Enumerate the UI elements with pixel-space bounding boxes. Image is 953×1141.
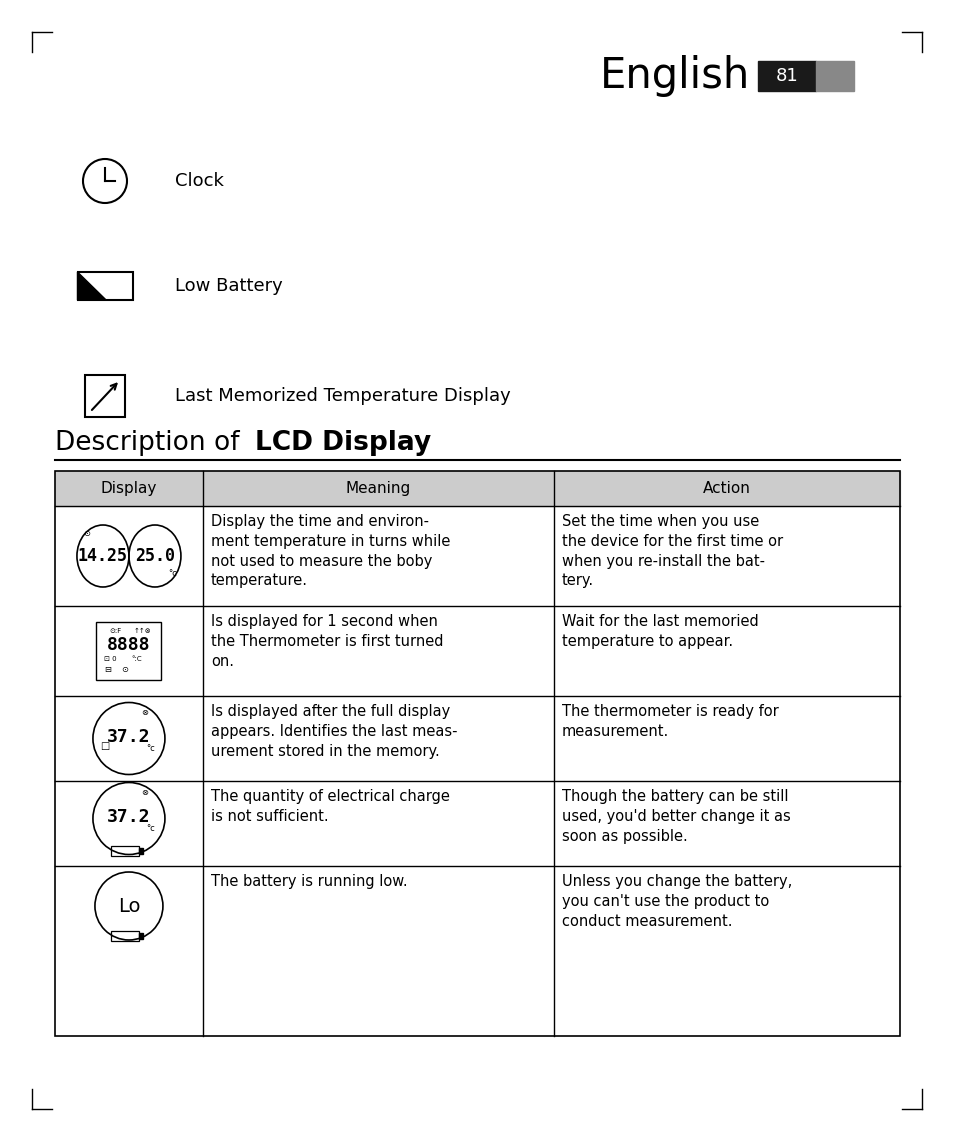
Bar [758, 60, 815, 91]
Bar [55, 471, 899, 505]
Text: 81: 81 [775, 67, 798, 84]
Text: 37.2: 37.2 [107, 728, 151, 745]
Text: °c: °c [169, 569, 177, 578]
Text: Display: Display [101, 482, 157, 496]
Text: ⊡ 0: ⊡ 0 [104, 656, 116, 662]
Text: LCD Display: LCD Display [254, 430, 431, 456]
Text: ↑↑⊗: ↑↑⊗ [133, 628, 152, 634]
Text: °c: °c [147, 744, 155, 753]
Text: 25.0: 25.0 [134, 547, 174, 565]
Text: Wait for the last memoried
temperature to appear.: Wait for the last memoried temperature t… [561, 614, 758, 649]
Text: The battery is running low.: The battery is running low. [211, 874, 407, 889]
Text: Action: Action [702, 482, 750, 496]
Text: Lo: Lo [117, 897, 140, 915]
Text: Meaning: Meaning [345, 482, 411, 496]
Text: °:C: °:C [131, 656, 141, 662]
Text: Description of: Description of [55, 430, 248, 456]
Text: □: □ [100, 742, 110, 752]
Bar [815, 60, 853, 91]
Text: The thermometer is ready for
measurement.: The thermometer is ready for measurement… [561, 704, 778, 739]
Text: Display the time and environ-
ment temperature in turns while
not used to measur: Display the time and environ- ment tempe… [211, 513, 450, 589]
Text: Set the time when you use
the device for the first time or
when you re-install t: Set the time when you use the device for… [561, 513, 781, 589]
Text: ⊗: ⊗ [141, 709, 149, 717]
Bar [111, 845, 139, 856]
Text: ⊙: ⊙ [83, 529, 91, 539]
Text: Last Memorized Temperature Display: Last Memorized Temperature Display [174, 387, 510, 405]
Text: Is displayed for 1 second when
the Thermometer is first turned
on.: Is displayed for 1 second when the Therm… [211, 614, 443, 669]
Text: ⊗: ⊗ [141, 788, 149, 798]
Text: 8888: 8888 [107, 636, 151, 654]
Bar [111, 931, 139, 941]
Text: ⊙:F: ⊙:F [109, 628, 121, 634]
Text: ⊙: ⊙ [121, 664, 128, 673]
Bar [77, 272, 132, 300]
Bar [139, 848, 143, 853]
Text: English: English [599, 55, 749, 97]
Text: Is displayed after the full display
appears. Identifies the last meas-
urement s: Is displayed after the full display appe… [211, 704, 456, 759]
Text: 37.2: 37.2 [107, 808, 151, 825]
Text: The quantity of electrical charge
is not sufficient.: The quantity of electrical charge is not… [211, 788, 449, 824]
Bar [96, 622, 161, 680]
Text: Unless you change the battery,
you can't use the product to
conduct measurement.: Unless you change the battery, you can't… [561, 874, 791, 929]
Bar [139, 933, 143, 939]
Text: Clock: Clock [174, 172, 224, 191]
Text: Though the battery can be still
used, you'd better change it as
soon as possible: Though the battery can be still used, yo… [561, 788, 789, 843]
Text: °c: °c [147, 824, 155, 833]
Bar [55, 471, 899, 1036]
Text: Low Battery: Low Battery [174, 277, 282, 296]
Polygon shape [77, 272, 106, 300]
Text: 14.25: 14.25 [78, 547, 128, 565]
Text: ⊟: ⊟ [104, 664, 111, 673]
Bar [85, 375, 125, 416]
